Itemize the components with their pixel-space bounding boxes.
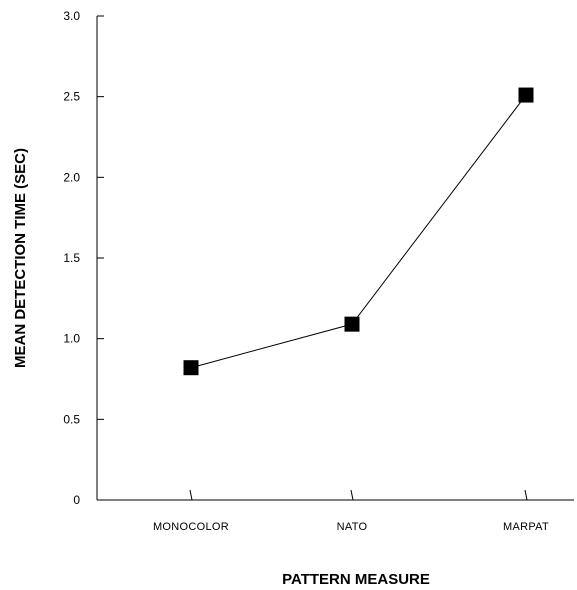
x-tick-label: MARPAT (503, 521, 549, 533)
x-tick-mark (189, 489, 193, 501)
y-tick-label: 1.5 (63, 251, 80, 265)
x-tick-mark (524, 489, 528, 501)
y-tick-label: 2.0 (63, 170, 80, 184)
y-tick-label: 3.0 (63, 9, 80, 23)
x-tick-mark (350, 489, 354, 501)
data-point-marker (183, 360, 199, 376)
y-tick-label: 1.0 (63, 332, 80, 346)
x-tick-label: MONOCOLOR (153, 521, 229, 533)
x-axis-ticks: MONOCOLOR NATO MARPAT (153, 489, 549, 533)
x-axis-title: PATTERN MEASURE (282, 571, 430, 588)
y-tick-label: 0 (73, 493, 80, 507)
y-tick-label: 0.5 (63, 412, 80, 426)
data-point-marker (344, 316, 360, 332)
y-axis-title: MEAN DETECTION TIME (SEC) (12, 148, 29, 368)
x-tick-label: NATO (337, 521, 368, 533)
data-point-marker (518, 87, 534, 103)
axes (96, 16, 574, 501)
y-axis-ticks: 0 0.5 1.0 1.5 2.0 2.5 3.0 (63, 9, 104, 507)
y-tick-label: 2.5 (63, 90, 80, 104)
data-markers (183, 87, 534, 376)
